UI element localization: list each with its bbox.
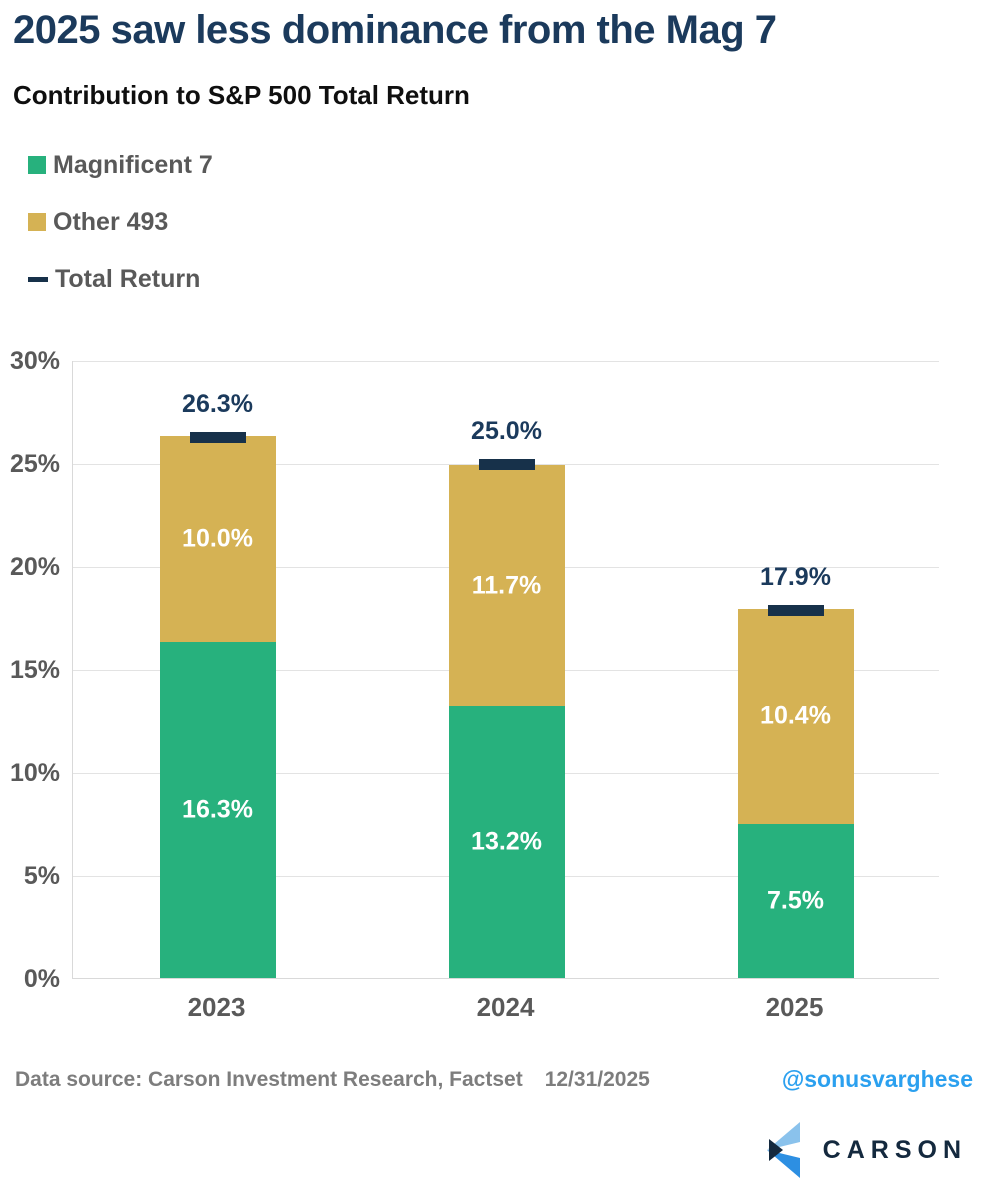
y-tick-label: 20% xyxy=(9,553,60,581)
source-label: Data source: Carson Investment Research,… xyxy=(15,1068,523,1091)
y-tick-label: 5% xyxy=(23,862,60,890)
plot-area: 16.3% 10.0% 26.3% 13.2% 11.7% 25.0% 7.5% 10.4% 1… xyxy=(72,361,939,979)
other493-swatch-icon xyxy=(28,213,46,231)
data-source-text: Data source: Carson Investment Research,… xyxy=(15,1068,650,1092)
y-tick-label: 30% xyxy=(9,347,60,375)
total-return-marker-2025 xyxy=(767,604,824,616)
segment-value-label: 13.2% xyxy=(471,827,542,856)
y-tick-label: 0% xyxy=(23,965,60,993)
carson-logo-text: CARSON xyxy=(822,1135,967,1164)
segment-value-label: 10.4% xyxy=(760,701,831,730)
y-tick-label: 10% xyxy=(9,759,60,787)
legend-label: Other 493 xyxy=(53,207,169,236)
x-tick-label-2024: 2024 xyxy=(476,992,535,1022)
chart-subtitle: Contribution to S&P 500 Total Return xyxy=(13,80,470,110)
bar-segment-magnificent7-2025: 7.5% xyxy=(737,823,854,978)
legend-label: Total Return xyxy=(55,264,201,293)
segment-value-label: 16.3% xyxy=(182,795,253,824)
legend: Magnificent 7 Other 493 Total Return xyxy=(28,150,213,323)
segment-value-label: 7.5% xyxy=(767,886,824,915)
bar-segment-magnificent7-2024: 13.2% xyxy=(448,706,565,978)
y-tick-label: 25% xyxy=(9,450,60,478)
total-return-label-2023: 26.3% xyxy=(182,390,253,419)
bar-segment-other493-2025: 10.4% xyxy=(737,609,854,824)
bar-segment-magnificent7-2023: 16.3% xyxy=(159,642,276,978)
bar-segment-other493-2023: 10.0% xyxy=(159,436,276,643)
legend-item-total-return: Total Return xyxy=(28,264,213,293)
y-tick-label: 15% xyxy=(9,656,60,684)
gridline xyxy=(73,361,939,362)
as-of-date: 12/31/2025 xyxy=(544,1068,650,1091)
bar-segment-other493-2024: 11.7% xyxy=(448,465,565,707)
total-return-marker-2024 xyxy=(478,458,535,470)
segment-value-label: 11.7% xyxy=(471,571,542,600)
carson-logo: CARSON xyxy=(766,1120,967,1180)
twitter-handle-link[interactable]: @sonusvarghese xyxy=(781,1066,973,1092)
total-return-label-2024: 25.0% xyxy=(471,417,542,445)
x-tick-label-2023: 2023 xyxy=(187,992,246,1022)
total-return-marker-2023 xyxy=(189,431,246,443)
mag7-swatch-icon xyxy=(28,156,46,174)
total-return-dash-icon xyxy=(28,276,48,282)
legend-item-magnificent-7: Magnificent 7 xyxy=(28,150,213,179)
legend-item-other-493: Other 493 xyxy=(28,207,213,236)
segment-value-label: 10.0% xyxy=(182,524,253,553)
total-return-label-2025: 17.9% xyxy=(760,563,831,592)
carson-logo-icon xyxy=(766,1122,800,1178)
page-title: 2025 saw less dominance from the Mag 7 xyxy=(13,8,777,52)
x-tick-label-2025: 2025 xyxy=(765,992,824,1022)
legend-label: Magnificent 7 xyxy=(53,150,213,179)
